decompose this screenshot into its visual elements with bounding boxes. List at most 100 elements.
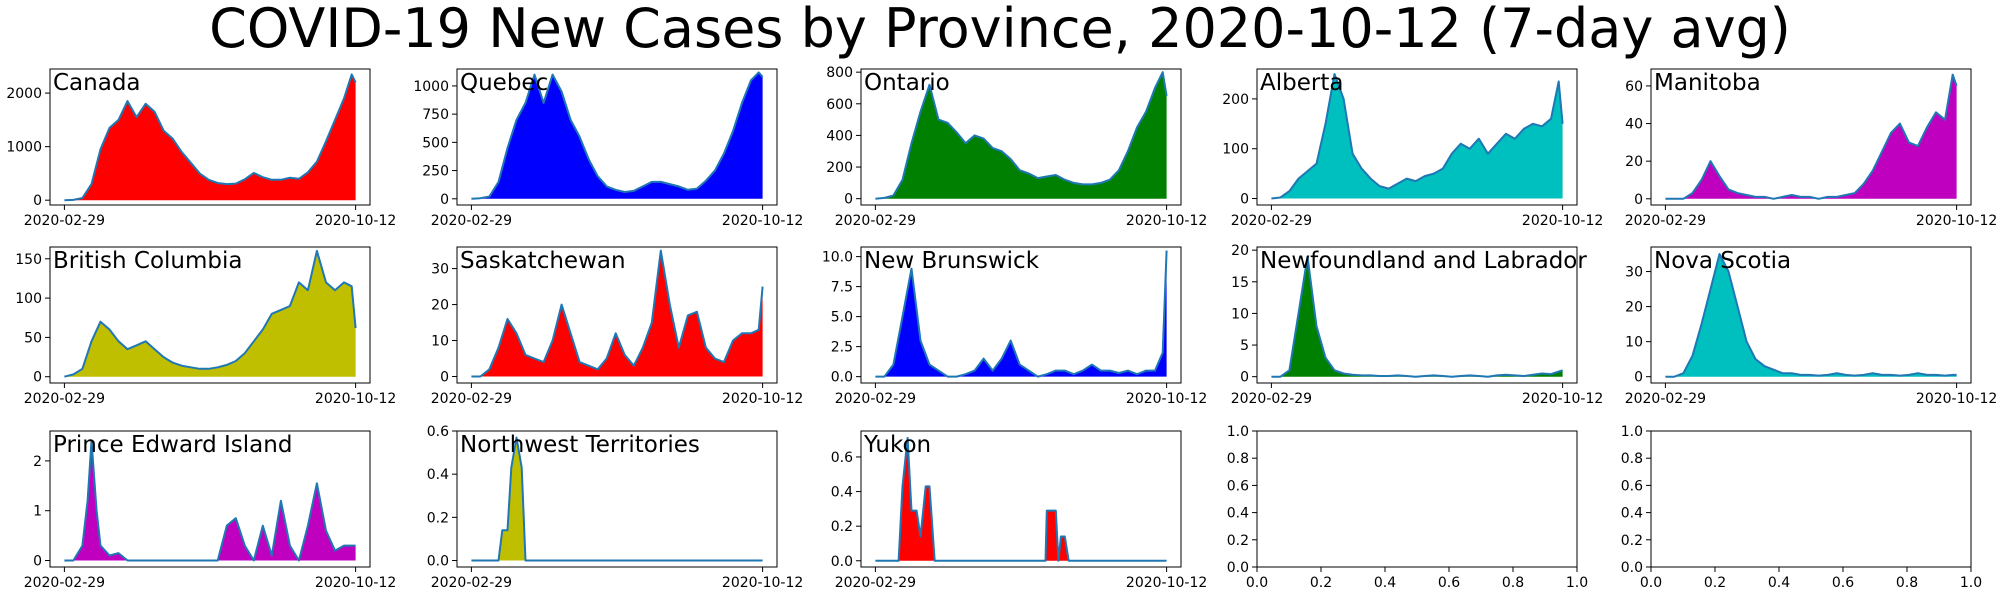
- area-fill: [875, 72, 1167, 199]
- y-tick-label: 0.8: [1621, 451, 1643, 467]
- panel-alberta: 2020-02-29 2020-10-12 0 100 200 Alberta: [1222, 68, 1603, 229]
- y-tick-label: 15: [1231, 275, 1249, 291]
- x-tick-label: 2020-02-29: [431, 391, 512, 407]
- y-tick-label: 7.5: [831, 280, 853, 296]
- y-tick-label: 0.4: [1227, 506, 1249, 522]
- x-tick-label: 2020-02-29: [24, 391, 105, 407]
- x-tick-label: 2020-10-12: [315, 575, 396, 591]
- panel-title: Nova Scotia: [1654, 248, 1791, 274]
- y-tick-label: 0.0: [427, 554, 449, 570]
- panel-empty-14: 0.0 0.2 0.4 0.6 0.8 1.0 0.0 0.2 0.4 0.6 0.8 1.0: [1227, 424, 1588, 591]
- x-tick-label: 1.0: [1960, 575, 1982, 591]
- y-tick-label: 1000: [413, 79, 449, 95]
- x-tick-label: 2020-02-29: [1625, 391, 1706, 407]
- y-tick-label: 20: [431, 298, 449, 314]
- y-tick-label: 0.0: [1621, 560, 1643, 576]
- y-tick-label: 0: [440, 192, 449, 208]
- panel-northwest-territories: 2020-02-29 2020-10-12 0.0 0.2 0.4 0.6 Northwes…: [427, 424, 804, 591]
- panel-title: Northwest Territories: [460, 432, 700, 458]
- y-tick-label: 20: [1625, 300, 1643, 316]
- x-tick-label: 2020-10-12: [1126, 391, 1207, 407]
- series-line: [471, 249, 764, 378]
- area-fill: [471, 250, 763, 377]
- panel-title: Quebec: [460, 70, 548, 96]
- y-tick-label: 0: [440, 370, 449, 386]
- y-tick-label: 1000: [6, 140, 42, 156]
- y-tick-label: 0.2: [427, 510, 449, 526]
- panel-newfoundland-and-labrador: 2020-02-29 2020-10-12 0 5 10 15 20 Newfoundland…: [1231, 243, 1604, 407]
- y-tick-label: 100: [1222, 142, 1249, 158]
- y-tick-label: 200: [1222, 92, 1249, 108]
- area-fill: [875, 250, 1167, 377]
- x-tick-label: 2020-02-29: [835, 391, 916, 407]
- y-tick-label: 0.8: [1227, 451, 1249, 467]
- x-tick-label: 0.2: [1310, 575, 1332, 591]
- panel-title: British Columbia: [53, 248, 243, 274]
- y-tick-label: 0.0: [831, 554, 853, 570]
- x-tick-label: 2020-10-12: [722, 391, 803, 407]
- panel-title: New Brunswick: [864, 248, 1040, 274]
- x-tick-label: 2020-10-12: [1126, 575, 1207, 591]
- y-tick-label: 2000: [6, 86, 42, 102]
- y-tick-label: 10: [1625, 335, 1643, 351]
- panel-prince-edward-island: 2020-02-29 2020-10-12 0 1 2 Prince Edward Isl…: [24, 430, 396, 591]
- panel-manitoba: 2020-02-29 2020-10-12 0 20 40 60 Manitoba: [1625, 68, 1997, 229]
- y-tick-label: 40: [1625, 117, 1643, 133]
- y-tick-label: 100: [15, 291, 42, 307]
- y-tick-label: 10: [431, 334, 449, 350]
- x-tick-label: 2020-02-29: [24, 213, 105, 229]
- y-tick-label: 200: [826, 160, 853, 176]
- y-tick-label: 0: [844, 192, 853, 208]
- series-line: [64, 73, 357, 202]
- y-tick-label: 5: [1240, 338, 1249, 354]
- x-tick-label: 2020-10-12: [1126, 213, 1207, 229]
- panel-title: Newfoundland and Labrador: [1260, 248, 1587, 274]
- panel-british-columbia: 2020-02-29 2020-10-12 0 50 100 150 British Col…: [15, 246, 396, 407]
- panel-title: Yukon: [863, 432, 931, 458]
- y-tick-label: 0: [1634, 192, 1643, 208]
- area-fill: [1665, 74, 1957, 199]
- x-tick-label: 0.0: [1246, 575, 1268, 591]
- x-tick-label: 2020-10-12: [1916, 391, 1997, 407]
- y-tick-label: 0.2: [831, 519, 853, 535]
- x-tick-label: 2020-02-29: [431, 213, 512, 229]
- panel-canada: 2020-02-29 2020-10-12 0 1000 2000 Canada: [6, 68, 396, 229]
- x-tick-label: 0.2: [1704, 575, 1726, 591]
- y-tick-label: 0: [33, 554, 42, 570]
- y-tick-label: 250: [422, 164, 449, 180]
- x-tick-label: 0.4: [1374, 575, 1396, 591]
- y-tick-label: 1: [33, 504, 42, 520]
- series-line: [1665, 253, 1957, 378]
- panel-title: Prince Edward Island: [53, 432, 292, 458]
- panel-saskatchewan: 2020-02-29 2020-10-12 0 10 20 30 Saskatchewan: [431, 246, 803, 407]
- y-tick-label: 2: [33, 454, 42, 470]
- x-tick-label: 0.8: [1896, 575, 1918, 591]
- panel-quebec: 2020-02-29 2020-10-12 0 250 500 750 1000 Quebec: [413, 68, 803, 229]
- x-tick-label: 1.0: [1566, 575, 1588, 591]
- series-line: [875, 436, 1167, 562]
- y-tick-label: 20: [1625, 154, 1643, 170]
- axes-frame: [1256, 430, 1578, 568]
- series-line: [1271, 255, 1563, 378]
- x-tick-label: 2020-02-29: [835, 575, 916, 591]
- panel-title: Canada: [53, 70, 141, 96]
- x-tick-label: 2020-10-12: [1522, 213, 1603, 229]
- y-tick-label: 0.6: [831, 450, 853, 466]
- x-tick-label: 2020-10-12: [1522, 391, 1603, 407]
- y-tick-label: 1.0: [1621, 424, 1643, 440]
- x-tick-label: 2020-02-29: [24, 575, 105, 591]
- area-fill: [64, 441, 356, 561]
- y-tick-label: 20: [1231, 243, 1249, 259]
- panel-empty-15: 0.0 0.2 0.4 0.6 0.8 1.0 0.0 0.2 0.4 0.6 0.8 1.0: [1621, 424, 1982, 591]
- series-line: [471, 71, 764, 200]
- area-fill: [1271, 256, 1563, 377]
- area-fill: [64, 74, 356, 201]
- series-line: [875, 71, 1168, 200]
- panel-title: Alberta: [1260, 70, 1343, 96]
- y-tick-label: 10: [1231, 306, 1249, 322]
- panel-title: Ontario: [864, 70, 950, 96]
- x-tick-label: 0.0: [1640, 575, 1662, 591]
- y-tick-label: 0.2: [1621, 533, 1643, 549]
- y-tick-label: 2.5: [831, 340, 853, 356]
